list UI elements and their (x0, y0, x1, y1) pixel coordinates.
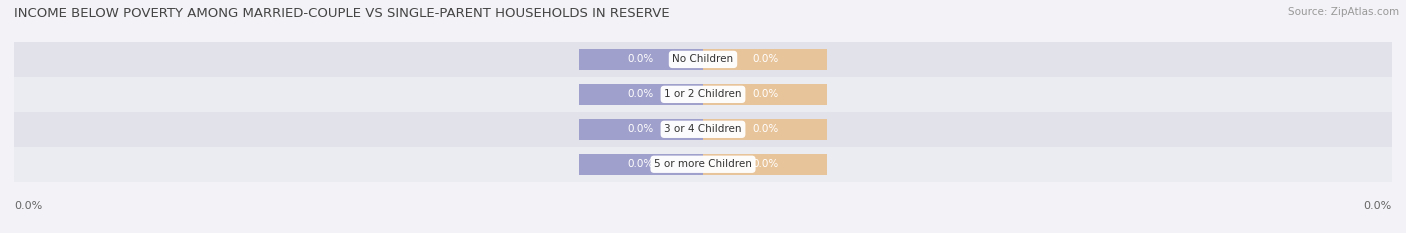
Text: No Children: No Children (672, 55, 734, 64)
Text: 0.0%: 0.0% (628, 124, 654, 134)
Text: 0.0%: 0.0% (14, 201, 42, 211)
Text: 0.0%: 0.0% (752, 89, 778, 99)
Text: 5 or more Children: 5 or more Children (654, 159, 752, 169)
Bar (14, 112, 1392, 147)
Text: 0.0%: 0.0% (752, 159, 778, 169)
Bar (703, 154, 827, 175)
Text: 0.0%: 0.0% (752, 55, 778, 64)
Text: 0.0%: 0.0% (752, 124, 778, 134)
Text: 0.0%: 0.0% (628, 89, 654, 99)
Bar (14, 147, 1392, 182)
Text: INCOME BELOW POVERTY AMONG MARRIED-COUPLE VS SINGLE-PARENT HOUSEHOLDS IN RESERVE: INCOME BELOW POVERTY AMONG MARRIED-COUPL… (14, 7, 669, 20)
Bar (703, 84, 827, 105)
Bar (579, 119, 703, 140)
Bar (703, 119, 827, 140)
Text: 0.0%: 0.0% (628, 55, 654, 64)
Bar (14, 77, 1392, 112)
Text: 0.0%: 0.0% (1364, 201, 1392, 211)
Text: 3 or 4 Children: 3 or 4 Children (664, 124, 742, 134)
Bar (703, 49, 827, 70)
Text: 1 or 2 Children: 1 or 2 Children (664, 89, 742, 99)
Text: Source: ZipAtlas.com: Source: ZipAtlas.com (1288, 7, 1399, 17)
Bar (14, 42, 1392, 77)
Bar (579, 154, 703, 175)
Text: 0.0%: 0.0% (628, 159, 654, 169)
Bar (579, 84, 703, 105)
Bar (579, 49, 703, 70)
